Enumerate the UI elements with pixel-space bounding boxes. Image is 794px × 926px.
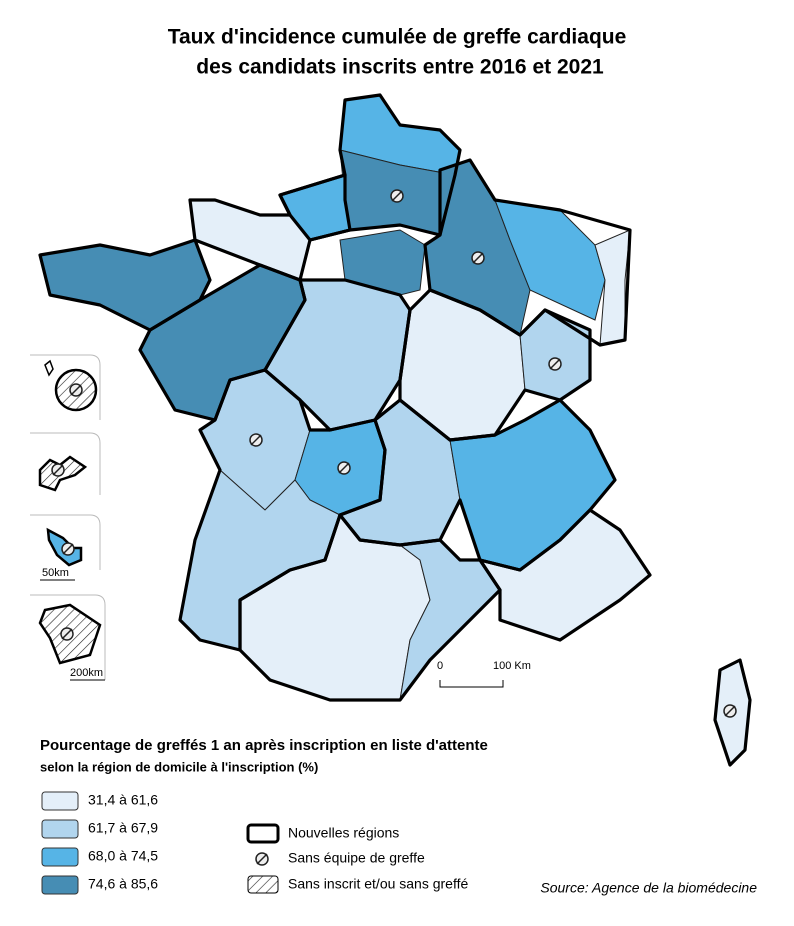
region — [494, 199, 606, 321]
no-team-symbol — [390, 189, 404, 203]
scale-label: 0 — [437, 660, 443, 672]
legend-title: Pourcentage de greffés 1 an après inscri… — [40, 737, 488, 754]
inset-frame — [30, 354, 101, 420]
legend-label: 74,6 à 85,6 — [88, 876, 158, 892]
legend-no-team-symbol — [255, 852, 269, 866]
france-map — [38, 93, 752, 767]
legend-label: Sans inscrit et/ou sans greffé — [288, 876, 468, 892]
map-title: des candidats inscrits entre 2016 et 202… — [196, 56, 604, 79]
no-team-symbol — [337, 461, 351, 475]
inset-scale-label: 50km — [42, 567, 69, 579]
new-region-border — [713, 658, 752, 767]
new-region-border — [423, 158, 632, 347]
scale-bar: 0 100 Km — [437, 660, 531, 688]
legend-swatch — [41, 791, 79, 811]
legend-hatch-symbol — [247, 875, 279, 894]
no-team-symbol — [69, 383, 83, 397]
new-region-border — [38, 238, 212, 332]
scale-line — [439, 680, 504, 688]
no-team-symbol — [51, 463, 65, 477]
legend-label: Sans équipe de greffe — [288, 850, 425, 866]
no-team-symbol — [61, 542, 75, 556]
new-region-border — [263, 278, 412, 432]
legend-classes: 31,4 à 61,6 61,7 à 67,9 68,0 à 74,5 74,6 à … — [41, 791, 158, 895]
scale-label: 100 Km — [493, 660, 531, 672]
inset-frame — [30, 514, 101, 570]
legend-subtitle: selon la région de domicile à l'inscript… — [40, 759, 318, 774]
map-title: Taux d'incidence cumulée de greffe cardi… — [168, 26, 627, 49]
new-region-border — [478, 508, 652, 642]
legend-label: 61,7 à 67,9 — [88, 820, 158, 836]
legend-label: Nouvelles régions — [288, 825, 399, 841]
overseas-insets: 50km 200km — [30, 354, 106, 681]
legend-border-symbol — [246, 823, 280, 844]
legend-swatch — [41, 819, 79, 839]
inset-frame — [30, 432, 101, 495]
no-team-symbol — [60, 627, 74, 641]
no-team-symbol — [723, 704, 737, 718]
inset-scale-label: 200km — [70, 667, 103, 679]
legend-label: 68,0 à 74,5 — [88, 848, 158, 864]
legend-swatch — [41, 847, 79, 867]
source: Source: Agence de la biomédecine — [540, 880, 757, 896]
inset-frame — [30, 594, 106, 680]
legend-swatch — [41, 875, 79, 895]
legend-label: 31,4 à 61,6 — [88, 792, 158, 808]
inset-island — [44, 359, 54, 377]
no-team-symbol — [249, 433, 263, 447]
no-team-symbol — [548, 357, 562, 371]
no-team-symbol — [471, 251, 485, 265]
